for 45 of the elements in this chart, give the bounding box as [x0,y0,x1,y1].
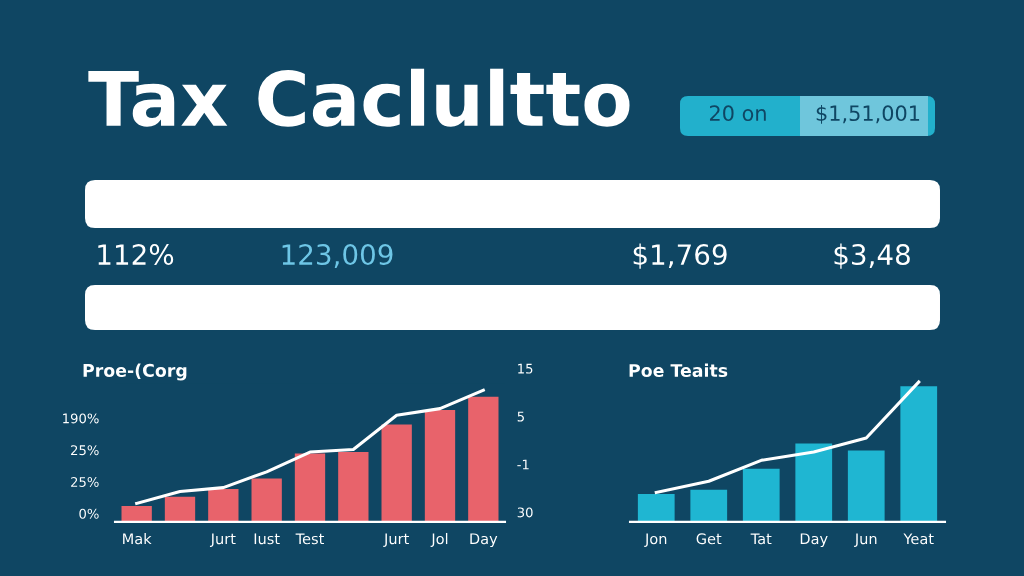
text: $1,769 [633,243,727,269]
text: 190% [63,413,99,424]
chart-title: Poe Teaits [629,363,728,378]
bar [847,450,885,522]
text: Tax Caclultto [88,68,630,127]
text: -1 [517,459,529,470]
bar [338,452,369,522]
x-tick-label: Day [800,533,828,548]
x-tick-label: Jurt [383,533,409,547]
bar [424,409,456,522]
x-tick-label: Jun [854,533,877,547]
text: 15 [518,363,533,374]
text: 25% [71,445,99,456]
bar [208,488,239,522]
bar [742,468,780,522]
text: 30 [517,507,533,518]
x-tick-label: Jol [430,532,448,547]
x-tick-label: Yeat [903,533,934,545]
bar [468,396,499,522]
bar [164,496,196,522]
bar [900,386,938,522]
x-tick-label: Day [470,533,498,548]
x-tick-label: Mak [123,532,152,545]
text: 123,009 [282,244,393,268]
x-tick-label: Test [295,533,325,545]
bar [637,493,675,522]
bar [381,424,412,522]
bar [690,489,728,522]
bar [251,478,282,522]
bar [795,443,833,522]
text: 112% [98,244,174,266]
x-tick-label: Get [696,533,722,545]
text: $3,48 [834,243,910,269]
x-tick-label: Iust [254,533,280,545]
text: 20 on [709,105,766,122]
bar [294,453,326,522]
x-tick-label: Jon [644,533,667,547]
bar [121,506,152,522]
chart-title: Proe-(Corg [83,363,187,381]
text: 0% [79,508,99,519]
x-tick-label: Tat [750,533,772,545]
text: 25% [71,477,99,487]
text: 5 [517,411,524,422]
text: $1,51,001 [816,104,920,124]
x-tick-label: Jurt [209,533,236,547]
